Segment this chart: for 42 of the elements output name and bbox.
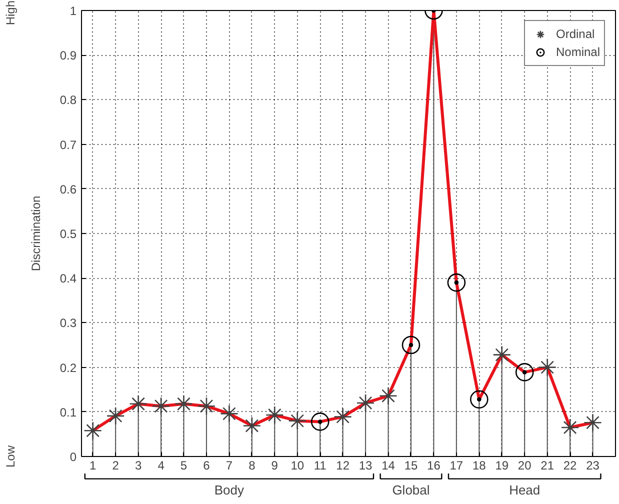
y-tick-label: 0.4: [60, 272, 77, 286]
y-axis-title: Discrimination: [28, 196, 43, 272]
x-tick-label: 1: [90, 458, 97, 472]
x-tick-label: 7: [226, 458, 233, 472]
x-tick-label: 4: [158, 458, 165, 472]
x-tick-label: 6: [203, 458, 210, 472]
text: Body: [214, 482, 245, 498]
y-tick-label: 0.3: [60, 316, 77, 330]
y-tick-label: 0.6: [60, 182, 77, 196]
y-tick-label: 0.2: [60, 360, 77, 375]
text: Low: [4, 445, 18, 468]
x-tick-label: 18: [472, 458, 486, 472]
y-tick-label: 1: [70, 4, 77, 18]
y-tick-label: 0.5: [60, 227, 77, 241]
y-tick-label: 0.7: [60, 138, 77, 152]
text: High: [4, 0, 18, 26]
x-tick-label: 2: [112, 458, 120, 472]
y-tick-label: 0: [70, 450, 77, 464]
x-tick-label: 19: [495, 458, 509, 472]
x-tick-label: 20: [518, 458, 532, 472]
text: Global: [392, 482, 430, 498]
x-tick-label: 3: [134, 458, 142, 472]
legend-label: Nominal: [556, 45, 600, 59]
x-tick-label: 8: [248, 458, 256, 472]
x-tick-label: 11: [314, 458, 327, 472]
x-tick-label: 5: [180, 458, 188, 472]
text: Head: [509, 482, 540, 498]
x-tick-label: 17: [450, 458, 464, 472]
x-tick-label: 13: [358, 458, 373, 472]
x-tick-label: 14: [382, 458, 396, 472]
y-tick-label: 0.1: [60, 405, 77, 420]
x-tick-label: 22: [563, 458, 578, 472]
x-tick-label: 23: [586, 458, 600, 472]
x-tick-label: 21: [540, 458, 554, 472]
x-tick-label: 15: [404, 458, 418, 472]
x-tick-label: 12: [336, 458, 350, 472]
y-tick-label: 0.9: [60, 48, 77, 63]
y-tick-label: 0.8: [60, 93, 77, 108]
legend-label: Ordinal: [556, 27, 595, 41]
x-tick-label: 16: [427, 458, 441, 472]
x-tick-label: 9: [271, 458, 278, 472]
x-tick-label: 10: [290, 458, 304, 472]
